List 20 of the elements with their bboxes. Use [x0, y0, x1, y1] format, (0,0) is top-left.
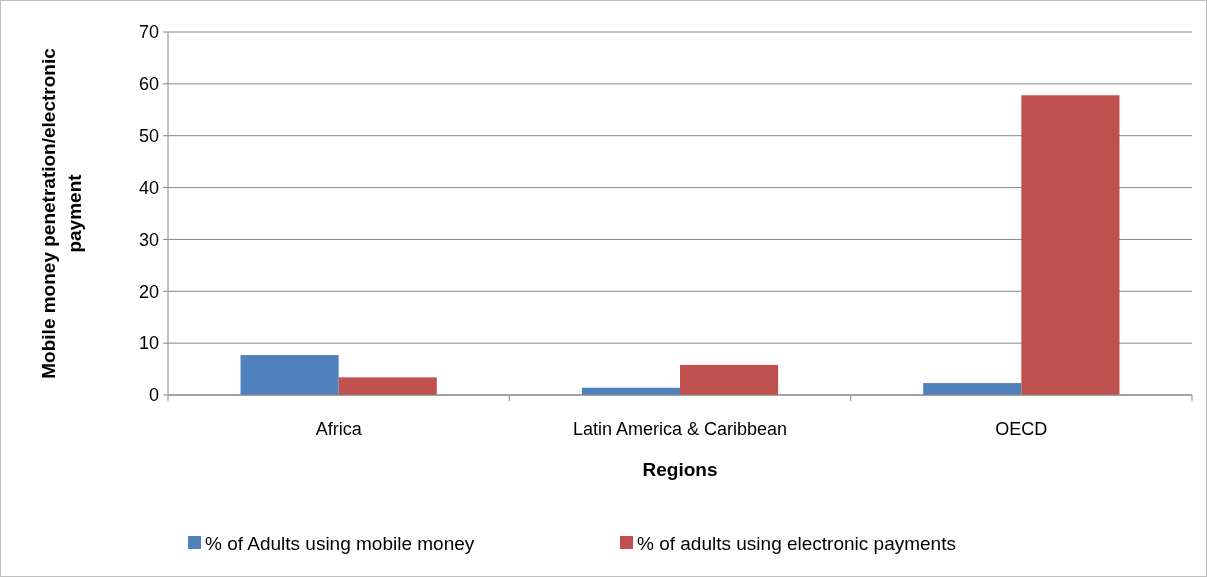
bar: [1021, 95, 1120, 395]
x-tick-label: Latin America & Caribbean: [572, 419, 788, 439]
y-tick-label: 30: [138, 229, 159, 250]
legend-label: % of adults using electronic payments: [637, 532, 956, 554]
bar: [923, 383, 1022, 395]
y-tick-label: 10: [138, 333, 159, 354]
x-axis-title: Regions: [642, 459, 718, 480]
y-tick-label: 40: [138, 177, 159, 198]
x-tick-label: Africa: [315, 419, 363, 439]
y-tick-label: 60: [138, 74, 159, 95]
bar: [680, 364, 779, 395]
y-tick-label: 0: [148, 385, 159, 406]
y-axis-title: Mobile money penetration/electronic payment: [38, 47, 85, 379]
x-tick-label: OECD: [995, 419, 1048, 439]
bar: [338, 377, 437, 395]
legend-label: % of Adults using mobile money: [205, 532, 475, 554]
y-tick-label: 70: [138, 22, 159, 43]
y-tick-label: 20: [138, 281, 159, 302]
y-tick-label: 50: [138, 126, 159, 147]
bar: [240, 355, 339, 395]
